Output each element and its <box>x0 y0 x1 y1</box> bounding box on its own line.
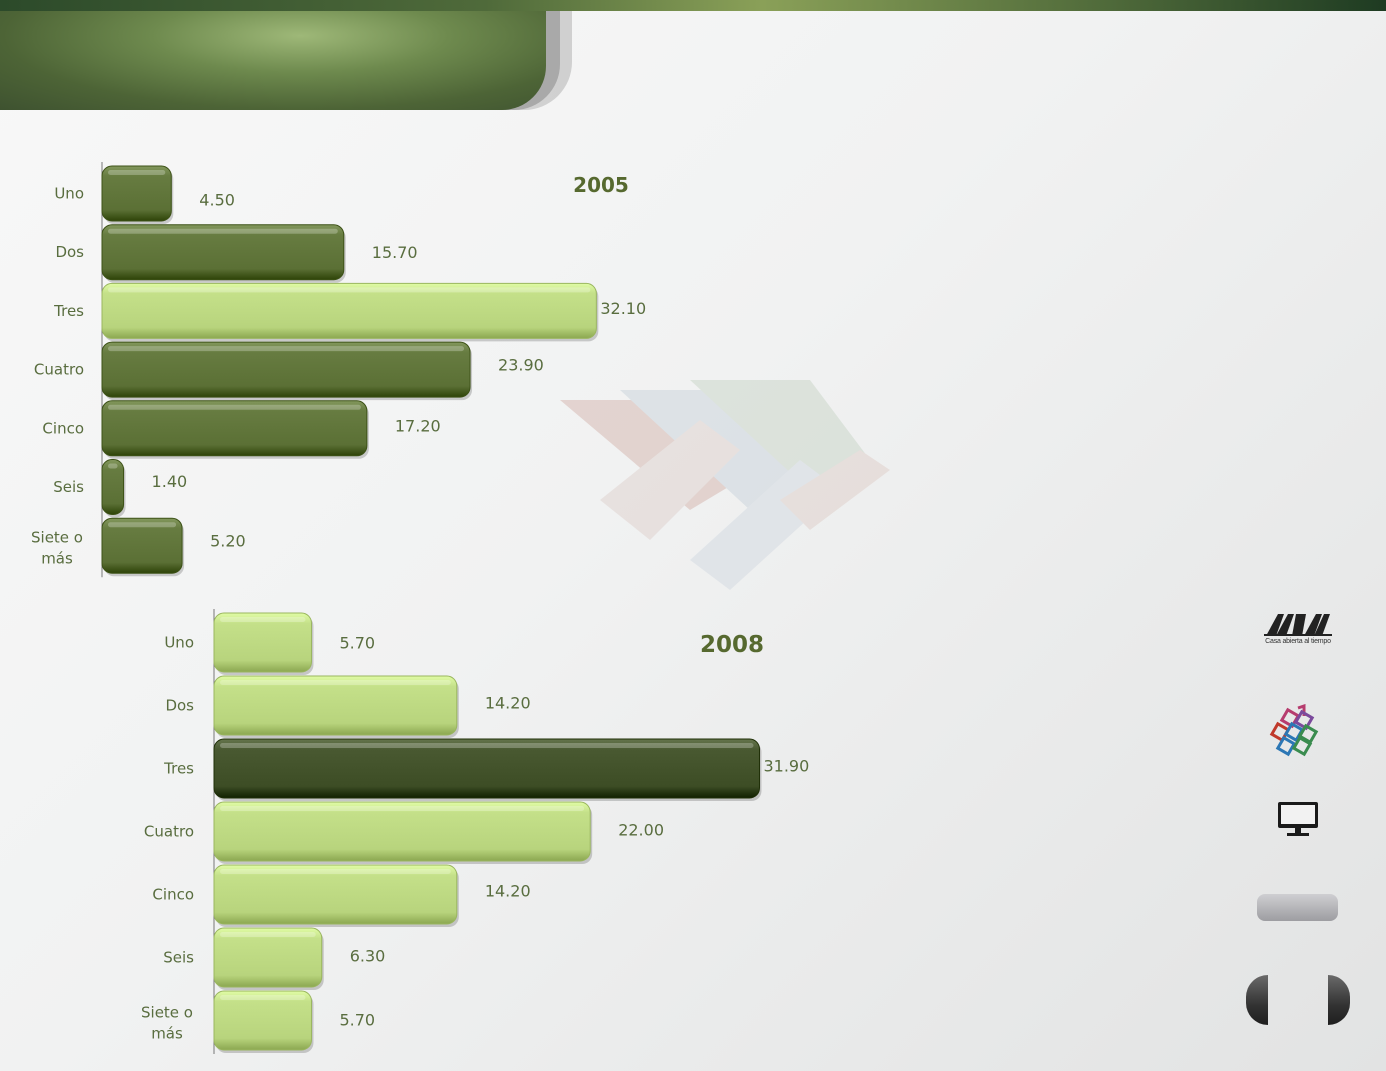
uam-logo-icon <box>1264 614 1332 636</box>
bar-gloss <box>220 743 754 748</box>
value-label: 32.10 <box>600 299 646 318</box>
bar-cinco <box>213 864 458 925</box>
bar-cuatro <box>213 801 591 862</box>
bar-tres <box>213 738 760 799</box>
prev-slide-button[interactable] <box>1246 975 1268 1025</box>
bar-gloss <box>220 932 316 937</box>
value-label: 5.70 <box>339 634 375 653</box>
category-label: Cuatro <box>34 361 84 379</box>
bar-gloss <box>220 617 306 622</box>
bar-uno <box>213 612 312 673</box>
value-label: 15.70 <box>372 243 418 262</box>
category-label: Dos <box>165 697 194 715</box>
bar-gloss <box>108 346 465 352</box>
bar-siete-o-más <box>101 517 183 574</box>
category-label: Cinco <box>42 419 84 437</box>
top-strip <box>0 0 1386 11</box>
value-label: 6.30 <box>350 947 386 966</box>
bar-cuatro <box>101 341 471 398</box>
bar-cinco <box>101 400 368 457</box>
bar-dos <box>213 675 458 736</box>
value-label: 14.20 <box>485 882 531 901</box>
category-label: Tres <box>163 760 194 778</box>
bar-gloss <box>108 522 177 528</box>
bar-gloss <box>220 995 306 1000</box>
chart-2005: 2005 Uno 4.50 Dos 15.70 Tres 32.10 Cuatro 23.90 C… <box>31 162 646 578</box>
category-label: Cuatro <box>144 823 194 841</box>
colorful-logo-icon[interactable] <box>1268 704 1326 760</box>
value-label: 22.00 <box>618 821 664 840</box>
watermark-logo-icon <box>560 380 890 590</box>
value-label: 5.20 <box>210 532 246 551</box>
bar-gloss <box>220 680 451 685</box>
bar-uno <box>101 165 172 222</box>
category-label: Uno <box>164 634 194 652</box>
value-label: 4.50 <box>199 191 235 210</box>
title-band <box>0 11 546 110</box>
next-slide-button[interactable] <box>1328 975 1350 1025</box>
bar-seis <box>213 927 323 988</box>
bar-gloss <box>220 806 585 811</box>
bar-gloss <box>108 170 166 175</box>
value-label: 1.40 <box>152 472 188 491</box>
bar-gloss <box>108 463 118 469</box>
chart-title: 2005 <box>573 173 629 197</box>
category-label: Cinco <box>152 886 194 904</box>
monitor-icon[interactable] <box>1277 801 1319 837</box>
category-label: Seis <box>53 478 84 496</box>
bar-gloss <box>220 869 451 874</box>
chart-2008: 2008 Uno 5.70 Dos 14.20 Tres 31.90 Cuatro 22.00 C… <box>141 609 809 1054</box>
uam-logo[interactable]: Casa abierta al tiempo <box>1262 612 1334 652</box>
category-label: Tres <box>53 302 84 320</box>
bar-gloss <box>108 287 591 293</box>
value-label: 14.20 <box>485 694 531 713</box>
category-label: Dos <box>55 243 84 261</box>
menu-button[interactable] <box>1257 894 1338 921</box>
category-label: Seis <box>163 949 194 967</box>
category-label: Uno <box>54 185 84 203</box>
bar-tres <box>101 282 597 339</box>
bar-gloss <box>108 404 361 410</box>
logo-caption: Casa abierta al tiempo <box>1265 638 1331 645</box>
value-label: 17.20 <box>395 416 441 435</box>
bar-gloss <box>108 228 338 234</box>
category-label: Siete o más <box>141 1004 193 1043</box>
value-label: 31.90 <box>763 757 809 776</box>
value-label: 5.70 <box>339 1011 375 1030</box>
category-label: Siete o más <box>31 529 83 568</box>
bar-dos <box>101 224 345 281</box>
bar-siete-o-más <box>213 990 312 1051</box>
chart-title: 2008 <box>700 632 764 658</box>
bar-seis <box>101 459 125 515</box>
value-label: 23.90 <box>498 356 544 375</box>
